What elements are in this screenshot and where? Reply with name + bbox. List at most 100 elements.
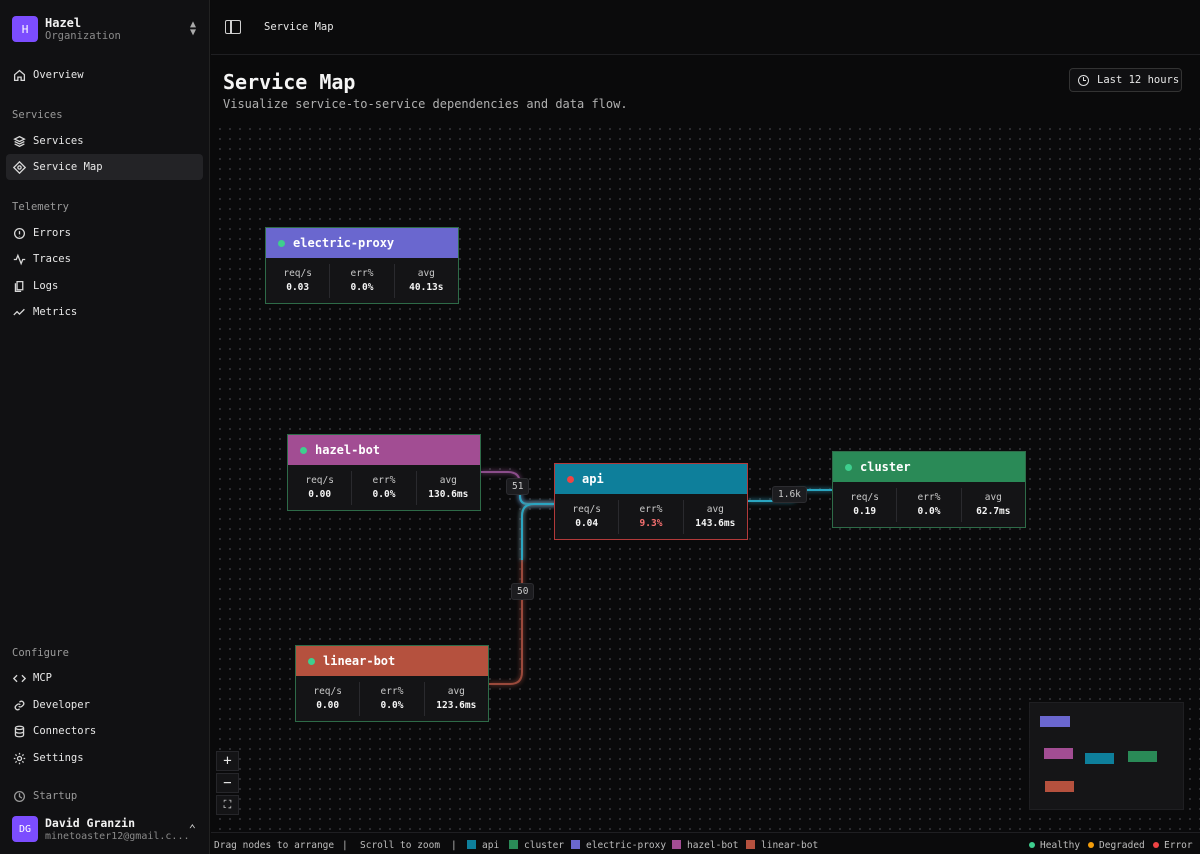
metric-rps: 0.00 bbox=[316, 699, 340, 711]
layers-icon bbox=[12, 134, 26, 148]
legend-swatch bbox=[746, 840, 755, 849]
minimap-node-cluster bbox=[1128, 751, 1157, 762]
status-legend-degraded: Degraded bbox=[1088, 840, 1145, 851]
legend-label: api bbox=[482, 840, 500, 851]
service-node-cluster[interactable]: cluster req/s 0.19 err% 0.0% avg 62.7ms bbox=[832, 451, 1026, 528]
status-dot-healthy bbox=[845, 463, 852, 471]
zoom-out-button[interactable]: − bbox=[216, 773, 239, 793]
node-header: hazel-bot bbox=[288, 435, 480, 465]
sidebar-item-label: Errors bbox=[33, 227, 71, 239]
hint-drag: Drag nodes to arrange bbox=[214, 840, 335, 851]
code-icon bbox=[12, 671, 26, 685]
metric-label: avg bbox=[447, 685, 465, 697]
separator: | bbox=[451, 840, 457, 851]
metric-label: req/s bbox=[305, 474, 334, 486]
metric-rps: 0.04 bbox=[575, 517, 599, 529]
metric-err: 0.0% bbox=[917, 505, 941, 517]
time-range-button[interactable]: Last 12 hours bbox=[1069, 68, 1182, 92]
zoom-in-button[interactable]: + bbox=[216, 751, 239, 771]
legend-label: linear-bot bbox=[761, 840, 819, 851]
minimap-node-linear-bot bbox=[1045, 781, 1074, 792]
status-label: Error bbox=[1164, 840, 1193, 851]
sidebar-item-services[interactable]: Services bbox=[6, 128, 203, 154]
metric-label: req/s bbox=[313, 685, 342, 697]
clock-icon bbox=[12, 789, 26, 803]
sidebar-item-overview[interactable]: Overview bbox=[6, 62, 203, 88]
legend-swatch bbox=[571, 840, 580, 849]
sidebar-item-label: Service Map bbox=[33, 161, 103, 173]
metric-avg: 130.6ms bbox=[428, 488, 469, 500]
legend-label: cluster bbox=[524, 840, 565, 851]
alert-circle-icon bbox=[12, 226, 26, 240]
sidebar-item-errors[interactable]: Errors bbox=[6, 220, 203, 246]
status-legend-error: Error bbox=[1153, 840, 1193, 851]
legend-swatch bbox=[509, 840, 518, 849]
service-node-electric-proxy[interactable]: electric-proxy req/s 0.03 err% 0.0% avg 40.… bbox=[265, 227, 459, 304]
home-icon bbox=[12, 68, 26, 82]
section-label-configure: Configure bbox=[12, 647, 69, 659]
sidebar-item-metrics[interactable]: Metrics bbox=[6, 299, 203, 325]
node-name: electric-proxy bbox=[293, 236, 395, 250]
metric-err: 9.3% bbox=[639, 517, 663, 529]
status-dot-healthy bbox=[300, 446, 307, 454]
status-dot bbox=[1029, 842, 1035, 848]
sidebar-toggle-icon[interactable] bbox=[225, 20, 241, 34]
separator: | bbox=[342, 840, 348, 851]
service-node-linear-bot[interactable]: linear-bot req/s 0.00 err% 0.0% avg 123.6ms bbox=[295, 645, 489, 722]
activity-icon bbox=[12, 252, 26, 266]
user-email: minetoaster12@gmail.c... bbox=[45, 830, 190, 842]
user-menu[interactable]: DG David Granzin minetoaster12@gmail.c..… bbox=[12, 814, 202, 844]
status-dot-error bbox=[567, 475, 574, 483]
top-bar: Service Map bbox=[211, 0, 1200, 55]
plan-badge: Startup bbox=[6, 783, 203, 809]
page-title: Service Map bbox=[223, 70, 356, 94]
node-header: api bbox=[555, 464, 747, 494]
service-node-hazel-bot[interactable]: hazel-bot req/s 0.00 err% 0.0% avg 130.6ms bbox=[287, 434, 481, 511]
status-label: Healthy bbox=[1040, 840, 1081, 851]
legend-swatch bbox=[467, 840, 476, 849]
metric-avg: 62.7ms bbox=[976, 505, 1011, 517]
sidebar-item-traces[interactable]: Traces bbox=[6, 246, 203, 272]
sidebar-item-developer[interactable]: Developer bbox=[6, 692, 203, 718]
org-name: Hazel bbox=[45, 15, 82, 30]
time-range-label: Last 12 hours bbox=[1097, 74, 1180, 86]
sidebar-item-label: Developer bbox=[33, 699, 90, 711]
edge-label-api-cluster: 1.6k bbox=[772, 486, 807, 503]
minimap-node-hazel-bot bbox=[1044, 748, 1073, 759]
section-label-telemetry: Telemetry bbox=[12, 201, 69, 213]
link-icon bbox=[12, 698, 26, 712]
service-node-api[interactable]: api req/s 0.04 err% 9.3% avg 143.6ms bbox=[554, 463, 748, 540]
gear-icon bbox=[12, 751, 26, 765]
node-name: hazel-bot bbox=[315, 443, 381, 457]
minimap[interactable] bbox=[1029, 702, 1184, 810]
node-name: api bbox=[582, 472, 604, 486]
metric-avg: 123.6ms bbox=[436, 699, 477, 711]
metric-avg: 143.6ms bbox=[695, 517, 736, 529]
sidebar-item-mcp[interactable]: MCP bbox=[6, 665, 203, 691]
sidebar-item-logs[interactable]: Logs bbox=[6, 273, 203, 299]
database-icon bbox=[12, 724, 26, 738]
avatar: DG bbox=[12, 816, 38, 842]
sidebar: H Hazel Organization ▲ ▼ Overview Service… bbox=[0, 0, 210, 854]
sidebar-item-label: Logs bbox=[33, 280, 59, 292]
sidebar-item-service-map[interactable]: Service Map bbox=[6, 154, 203, 180]
metric-rps: 0.19 bbox=[853, 505, 877, 517]
diamond-network-icon bbox=[12, 160, 26, 174]
sidebar-item-label: Overview bbox=[33, 69, 84, 81]
sidebar-item-label: MCP bbox=[33, 672, 52, 684]
node-header: cluster bbox=[833, 452, 1025, 482]
legend-item-hazel-bot: hazel-bot bbox=[672, 840, 738, 851]
status-legend-healthy: Healthy bbox=[1029, 840, 1080, 851]
fit-view-button[interactable]: ⛶ bbox=[216, 795, 239, 815]
metric-err: 0.0% bbox=[372, 488, 396, 500]
chevron-up-icon: ⌃ bbox=[188, 822, 196, 836]
metric-avg: 40.13s bbox=[409, 281, 444, 293]
status-dot bbox=[1153, 842, 1159, 848]
sidebar-item-settings[interactable]: Settings bbox=[6, 745, 203, 771]
org-switcher[interactable]: H Hazel Organization ▲ ▼ bbox=[12, 14, 202, 44]
legend-label: electric-proxy bbox=[586, 840, 667, 851]
sidebar-item-label: Metrics bbox=[33, 306, 78, 318]
sidebar-item-connectors[interactable]: Connectors bbox=[6, 718, 203, 744]
metric-label: err% bbox=[350, 267, 374, 279]
node-header: electric-proxy bbox=[266, 228, 458, 258]
